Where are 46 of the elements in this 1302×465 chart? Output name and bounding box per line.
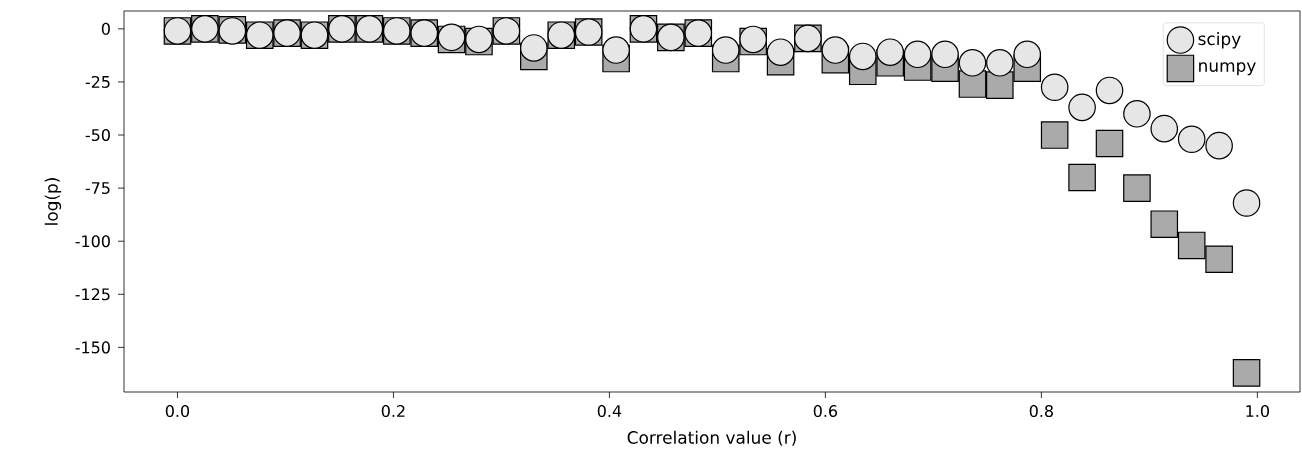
point xyxy=(1232,189,1261,217)
point xyxy=(1177,231,1206,260)
point xyxy=(1150,114,1179,143)
y-tick-label: -150 xyxy=(75,341,110,354)
point xyxy=(520,34,548,62)
y-tick-label: -100 xyxy=(75,235,110,248)
point xyxy=(1040,73,1069,102)
point xyxy=(931,40,959,69)
x-tick-label: 0.4 xyxy=(597,405,622,418)
legend-label: numpy xyxy=(1199,62,1256,76)
point xyxy=(958,49,987,77)
point xyxy=(1040,121,1069,149)
point xyxy=(821,36,850,64)
legend-label: scipy xyxy=(1198,32,1241,49)
x-axis-title: Correlation value (r) xyxy=(627,430,796,446)
y-tick-label: -125 xyxy=(75,288,110,301)
point xyxy=(1095,76,1124,105)
x-tick-label: 0.2 xyxy=(381,405,405,418)
point xyxy=(848,42,877,71)
point xyxy=(986,49,1014,77)
point xyxy=(1150,210,1179,239)
point xyxy=(986,71,1014,99)
point xyxy=(766,38,795,66)
point xyxy=(1123,99,1151,128)
y-tick-label: 0 xyxy=(101,22,110,35)
point xyxy=(876,38,904,66)
y-tick-label: -50 xyxy=(85,128,110,142)
point xyxy=(1177,125,1206,154)
point xyxy=(1013,40,1042,69)
point xyxy=(1205,245,1233,274)
point xyxy=(1123,174,1151,202)
x-tick-label: 0.8 xyxy=(1029,405,1053,418)
point xyxy=(602,36,630,64)
y-axis-title: log(p) xyxy=(44,178,62,225)
y-tick-label: -75 xyxy=(85,182,110,195)
point xyxy=(1095,129,1124,158)
y-tick-label: -25 xyxy=(85,75,110,88)
point xyxy=(1205,131,1233,160)
x-tick-label: 0.0 xyxy=(165,405,190,418)
x-tick-label: 0.6 xyxy=(813,405,838,418)
point xyxy=(1068,163,1096,192)
point xyxy=(903,40,932,69)
point xyxy=(1232,359,1261,387)
x-tick-label: 1.0 xyxy=(1246,405,1269,418)
point xyxy=(711,36,740,64)
point xyxy=(1068,93,1096,122)
